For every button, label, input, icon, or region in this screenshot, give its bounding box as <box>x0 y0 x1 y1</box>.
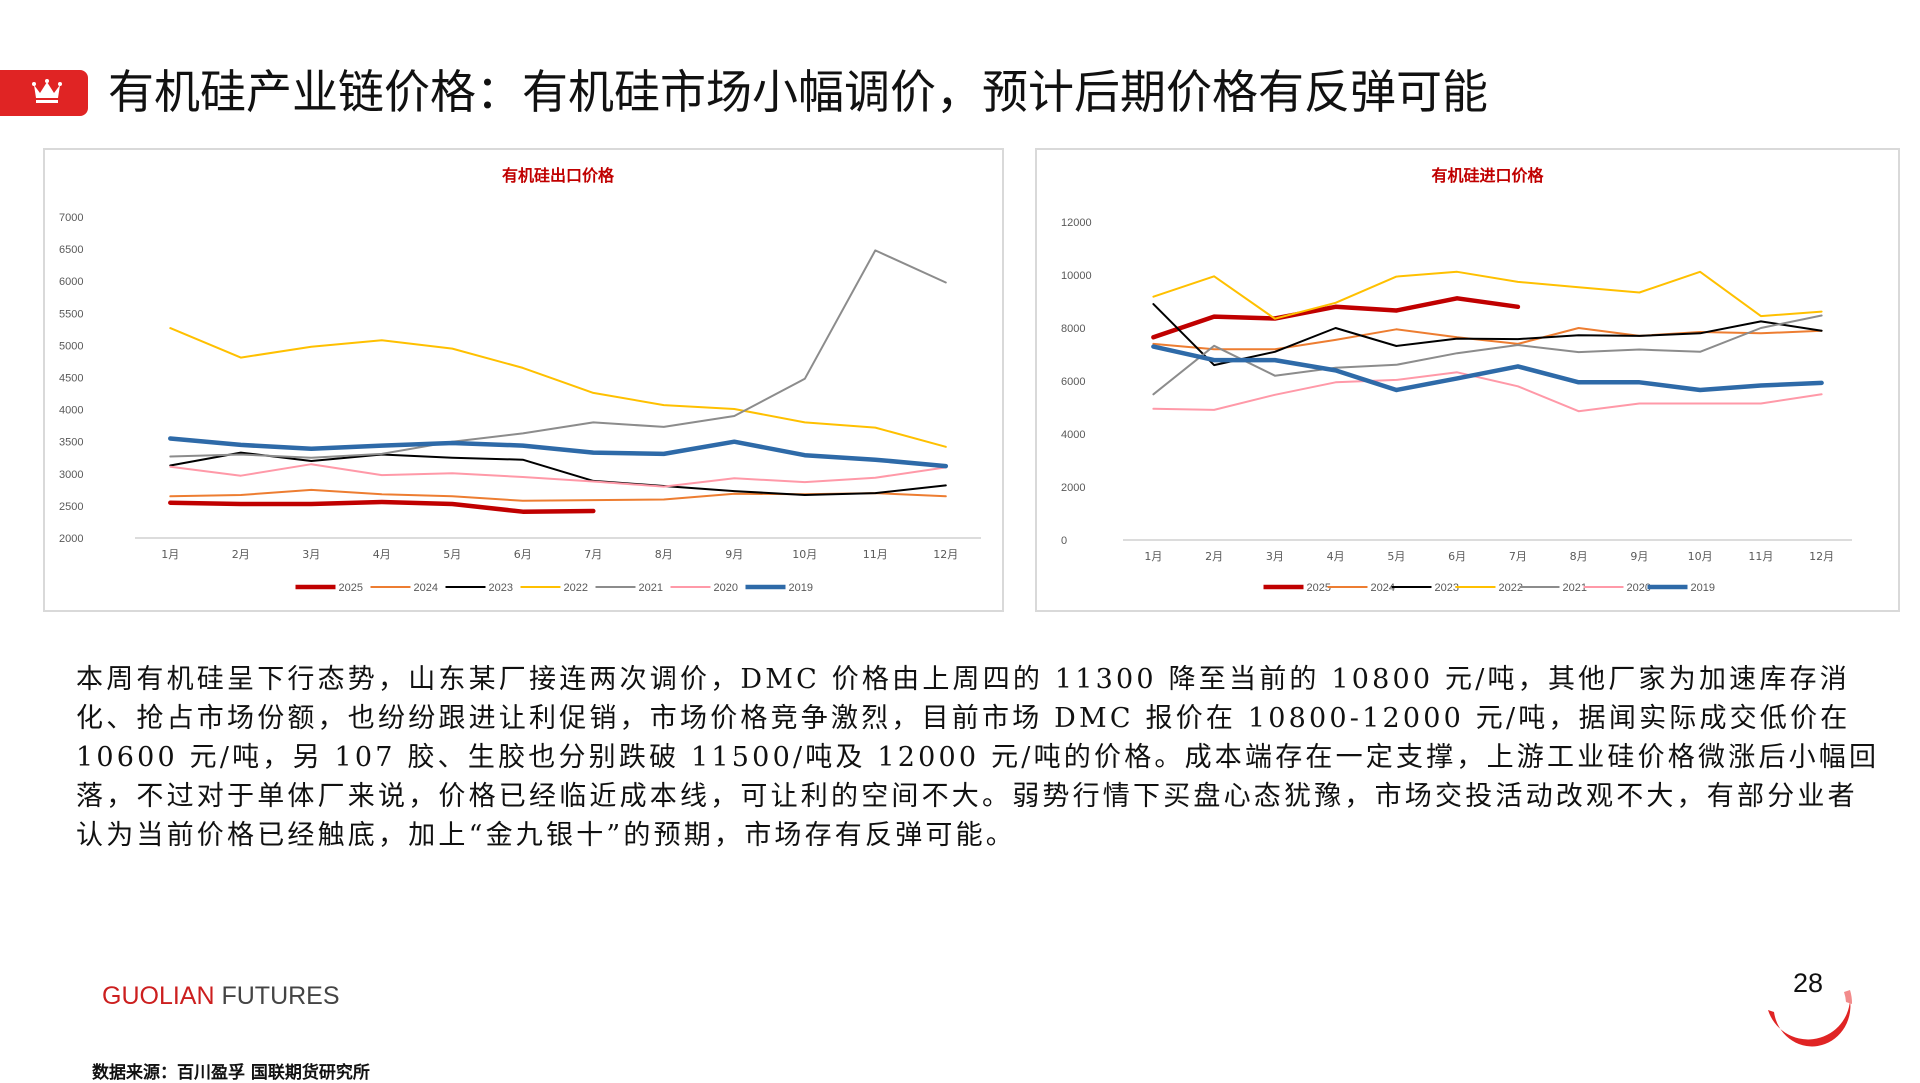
x-tick-label: 11月 <box>863 548 888 561</box>
legend-label: 2022 <box>1499 582 1523 594</box>
x-tick-label: 5月 <box>443 548 461 561</box>
brand-name-part1: GUOLIAN <box>102 982 215 1010</box>
import-price-chart-svg: 有机硅进口价格 0 2000 4000 6000 8000 10000 12000 1月 2月 3月… <box>1061 166 1852 594</box>
legend-label: 2019 <box>1691 582 1715 594</box>
legend-label: 2020 <box>1627 582 1651 594</box>
export-price-chart-svg: 有机硅出口价格 2000 2500 3000 3500 4000 4500 5000 5500 6… <box>59 166 981 594</box>
series-line-2020 <box>1152 371 1823 413</box>
series-line-2023 <box>169 451 947 496</box>
series-line-2022 <box>169 327 947 448</box>
y-tick-label: 7000 <box>59 212 83 224</box>
y-tick-label: 4000 <box>1061 429 1085 441</box>
legend-label: 2022 <box>564 582 588 594</box>
x-tick-label: 11月 <box>1748 550 1773 563</box>
y-tick-label: 4000 <box>59 405 83 417</box>
x-tick-label: 8月 <box>1570 550 1588 563</box>
data-source: 数据来源：百川盈孚 国联期货研究所 <box>92 1063 370 1083</box>
crown-icon <box>32 79 62 103</box>
y-tick-label: 6000 <box>1061 376 1085 388</box>
import-price-chart: 有机硅进口价格 0 2000 4000 6000 8000 10000 12000 1月 2月 3月… <box>1035 148 1900 612</box>
legend-label: 2020 <box>714 582 738 594</box>
x-tick-label: 2月 <box>1205 550 1223 563</box>
series-line-2023 <box>1152 303 1823 367</box>
legend-label: 2024 <box>414 582 438 594</box>
x-tick-label: 8月 <box>655 548 673 561</box>
legend-label: 2019 <box>789 582 813 594</box>
x-tick-label: 12月 <box>1809 550 1834 563</box>
x-tick-label: 1月 <box>1144 550 1162 563</box>
y-tick-label: 2000 <box>59 533 83 545</box>
x-tick-label: 10月 <box>792 548 817 561</box>
series-line-2019 <box>1151 344 1824 393</box>
x-tick-label: 5月 <box>1387 550 1405 563</box>
analysis-paragraph: 本周有机硅呈下行态势，山东某厂接连两次调价，DMC 价格由上周四的 11300 … <box>76 664 1880 851</box>
legend-label: 2024 <box>1371 582 1395 594</box>
x-tick-label: 6月 <box>1448 550 1466 563</box>
x-tick-label: 7月 <box>584 548 602 561</box>
page-title: 有机硅产业链价格：有机硅市场小幅调价，预计后期价格有反弹可能 <box>108 65 1488 119</box>
x-tick-label: 7月 <box>1509 550 1527 563</box>
legend-label: 2025 <box>339 582 363 594</box>
x-tick-label: 10月 <box>1688 550 1713 563</box>
y-tick-label: 10000 <box>1061 270 1092 282</box>
x-tick-label: 2月 <box>232 548 250 561</box>
series-line-2025 <box>168 499 596 514</box>
series-line-2020 <box>169 463 947 488</box>
series-line-2021 <box>1152 314 1823 396</box>
x-tick-label: 6月 <box>514 548 532 561</box>
y-tick-label: 3500 <box>59 437 83 449</box>
page-number: 28 <box>1792 968 1824 998</box>
y-tick-label: 2000 <box>1061 482 1085 494</box>
x-tick-label: 9月 <box>1630 550 1648 563</box>
y-tick-label: 6500 <box>59 244 83 256</box>
y-tick-label: 4500 <box>59 373 83 385</box>
legend-label: 2025 <box>1307 582 1331 594</box>
title-accent-bar <box>0 70 88 116</box>
brand-logo: GUOLIAN FUTURES <box>102 982 340 1011</box>
y-tick-label: 5500 <box>59 308 83 320</box>
x-tick-label: 4月 <box>373 548 391 561</box>
series-line-2021 <box>169 249 947 459</box>
legend-label: 2023 <box>1435 582 1459 594</box>
x-tick-label: 4月 <box>1327 550 1345 563</box>
series-line-2024 <box>169 488 947 502</box>
x-tick-label: 3月 <box>302 548 320 561</box>
chart-title: 有机硅进口价格 <box>1431 166 1544 185</box>
legend-label: 2021 <box>639 582 663 594</box>
x-tick-label: 3月 <box>1266 550 1284 563</box>
x-tick-label: 9月 <box>725 548 743 561</box>
y-tick-label: 3000 <box>59 469 83 481</box>
y-tick-label: 8000 <box>1061 323 1085 335</box>
brand-name-part2: FUTURES <box>214 982 340 1010</box>
legend-label: 2021 <box>1563 582 1587 594</box>
y-tick-label: 12000 <box>1061 217 1092 229</box>
y-tick-label: 5000 <box>59 340 83 352</box>
export-price-chart: 有机硅出口价格 2000 2500 3000 3500 4000 4500 5000 5500 6… <box>43 148 1004 612</box>
x-tick-label: 1月 <box>161 548 179 561</box>
legend-label: 2023 <box>489 582 513 594</box>
x-tick-label: 12月 <box>933 548 958 561</box>
y-tick-label: 2500 <box>59 501 83 513</box>
y-tick-label: 0 <box>1061 535 1067 547</box>
series-line-2019 <box>168 436 949 469</box>
y-tick-label: 6000 <box>59 276 83 288</box>
page-swoosh-icon <box>1768 990 1853 1047</box>
series-line-2022 <box>1152 270 1823 320</box>
series-line-2025 <box>1151 296 1521 340</box>
chart-title: 有机硅出口价格 <box>502 166 615 185</box>
page-number-badge: 28 <box>1760 960 1856 1056</box>
